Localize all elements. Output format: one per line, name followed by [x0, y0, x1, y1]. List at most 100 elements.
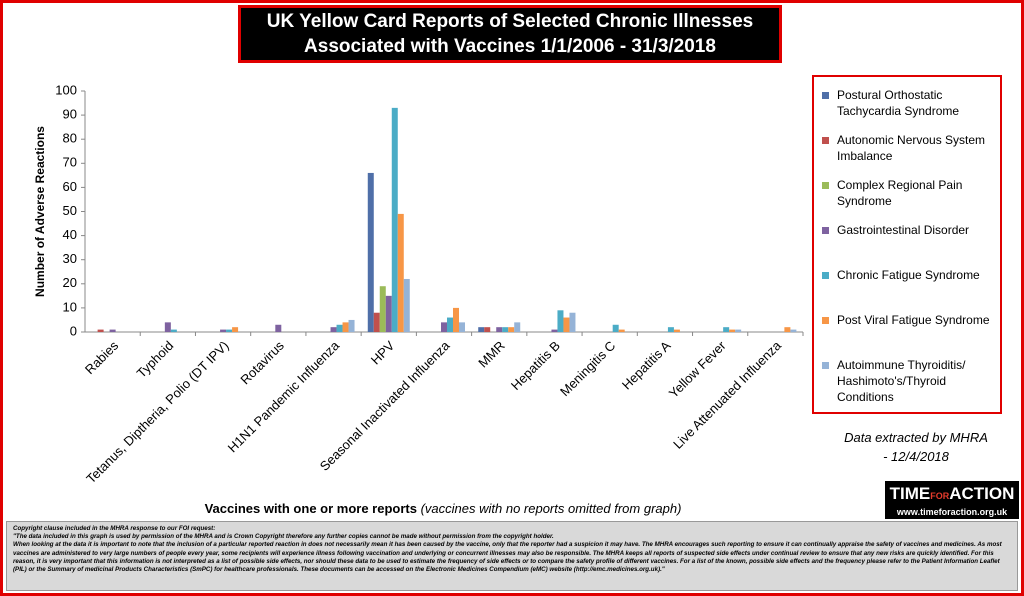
bar: [397, 213, 404, 332]
logo-title: TIMEFORACTION: [885, 481, 1019, 507]
x-tick-label: MMR: [475, 338, 508, 371]
bar: [232, 327, 239, 332]
legend-swatch: [822, 317, 829, 324]
bar: [348, 319, 355, 332]
logo-word: ACTION: [949, 484, 1015, 503]
bar: [342, 322, 349, 332]
y-tick-label: 20: [63, 275, 77, 290]
bar: [336, 324, 343, 332]
bar: [502, 327, 509, 332]
bar: [496, 327, 503, 332]
y-tick-label: 100: [55, 82, 77, 97]
logo: TIMEFORACTION www.timeforaction.org.uk: [885, 481, 1019, 519]
y-tick-label: 60: [63, 179, 77, 194]
bar: [790, 329, 797, 332]
legend-item: Postural Orthostatic Tachycardia Syndrom…: [822, 87, 992, 132]
footer-text: When looking at the data it is important…: [13, 541, 1002, 574]
y-axis-title: Number of Adverse Reactions: [33, 126, 47, 297]
legend-swatch: [822, 272, 829, 279]
bar: [484, 327, 491, 332]
y-tick-label: 10: [63, 299, 77, 314]
bar: [453, 307, 459, 332]
bar: [109, 329, 116, 332]
bar: [220, 329, 227, 332]
legend: Postural Orthostatic Tachycardia Syndrom…: [812, 75, 1002, 414]
source-note: Data extracted by MHRA - 12/4/2018: [844, 430, 988, 464]
bar: [478, 327, 485, 332]
bar: [569, 312, 576, 332]
bar: [164, 322, 171, 332]
y-tick-label: 70: [63, 155, 77, 170]
legend-item: Gastrointestinal Disorder: [822, 222, 992, 267]
x-tick-label: Rabies: [82, 338, 122, 378]
y-tick-label: 90: [63, 107, 77, 122]
bar: [735, 329, 742, 332]
legend-item: Autonomic Nervous System Imbalance: [822, 132, 992, 177]
footer-heading: Copyright clause included in the MHRA re…: [13, 525, 216, 532]
x-tick-label: Typhoid: [134, 338, 177, 381]
bar: [379, 286, 386, 332]
bar: [514, 322, 521, 332]
bar: [723, 327, 730, 332]
logo-word: TIME: [889, 484, 931, 503]
bar: [275, 324, 282, 332]
y-tick-label: 80: [63, 131, 77, 146]
bar: [784, 327, 791, 332]
bar: [403, 278, 410, 332]
bar: [373, 312, 380, 332]
x-tick-label: HPV: [368, 338, 398, 368]
footer-text: "The data included in this graph is used…: [13, 533, 554, 541]
bar: [391, 107, 398, 333]
legend-label: Gastrointestinal Disorder: [837, 223, 970, 237]
x-tick-label: Hepatitis B: [508, 338, 563, 393]
bar: [729, 329, 736, 332]
bar: [170, 329, 177, 332]
legend-swatch: [822, 362, 829, 369]
bar: [447, 317, 453, 332]
legend-label: Autoimmune Thyroiditis/ Hashimoto's/Thyr…: [837, 358, 966, 404]
legend-item: Post Viral Fatigue Syndrome: [822, 312, 992, 357]
y-tick-label: 40: [63, 227, 77, 242]
y-tick-label: 50: [63, 203, 77, 218]
x-tick-label: Rotavirus: [237, 338, 287, 388]
legend-item: Chronic Fatigue Syndrome: [822, 267, 992, 312]
bar: [673, 329, 680, 332]
logo-word: FOR: [930, 491, 950, 501]
y-tick-label: 30: [63, 251, 77, 266]
legend-swatch: [822, 227, 829, 234]
bar: [667, 327, 674, 332]
logo-url: www.timeforaction.org.uk: [896, 507, 1008, 517]
legend-swatch: [822, 137, 829, 144]
legend-item: Complex Regional Pain Syndrome: [822, 177, 992, 222]
legend-label: Postural Orthostatic Tachycardia Syndrom…: [837, 88, 960, 118]
bar: [459, 322, 465, 332]
bar: [97, 329, 104, 332]
bar: [226, 329, 233, 332]
x-tick-label: Live Attenuated Influenza: [670, 337, 784, 451]
bar: [551, 329, 558, 332]
bar: [557, 310, 564, 332]
legend-item: Autoimmune Thyroiditis/ Hashimoto's/Thyr…: [822, 357, 992, 404]
legend-label: Chronic Fatigue Syndrome: [837, 268, 980, 282]
legend-swatch: [822, 182, 829, 189]
x-tick-label: Meningitis C: [557, 338, 618, 399]
bar: [330, 327, 337, 332]
bar: [563, 317, 570, 332]
bar: [385, 295, 392, 332]
bar: [612, 324, 619, 332]
legend-swatch: [822, 92, 829, 99]
bar: [367, 172, 374, 332]
x-axis-title: Vaccines with one or more reports (vacci…: [3, 501, 883, 516]
chart-title: UK Yellow Card Reports of Selected Chron…: [238, 5, 782, 63]
legend-label: Complex Regional Pain Syndrome: [837, 178, 963, 208]
x-tick-label: Hepatitis A: [619, 338, 674, 393]
footer: Copyright clause included in the MHRA re…: [6, 521, 1018, 591]
legend-label: Post Viral Fatigue Syndrome: [837, 313, 990, 327]
y-tick-label: 0: [70, 323, 77, 338]
x-axis-note: (vaccines with no reports omitted from g…: [420, 501, 682, 516]
bar: [618, 329, 625, 332]
x-tick-label: H1N1 Pandemic Influenza: [225, 337, 343, 455]
legend-label: Autonomic Nervous System Imbalance: [837, 133, 986, 163]
bar: [441, 322, 447, 332]
x-axis-label: Vaccines with one or more reports: [204, 501, 417, 516]
